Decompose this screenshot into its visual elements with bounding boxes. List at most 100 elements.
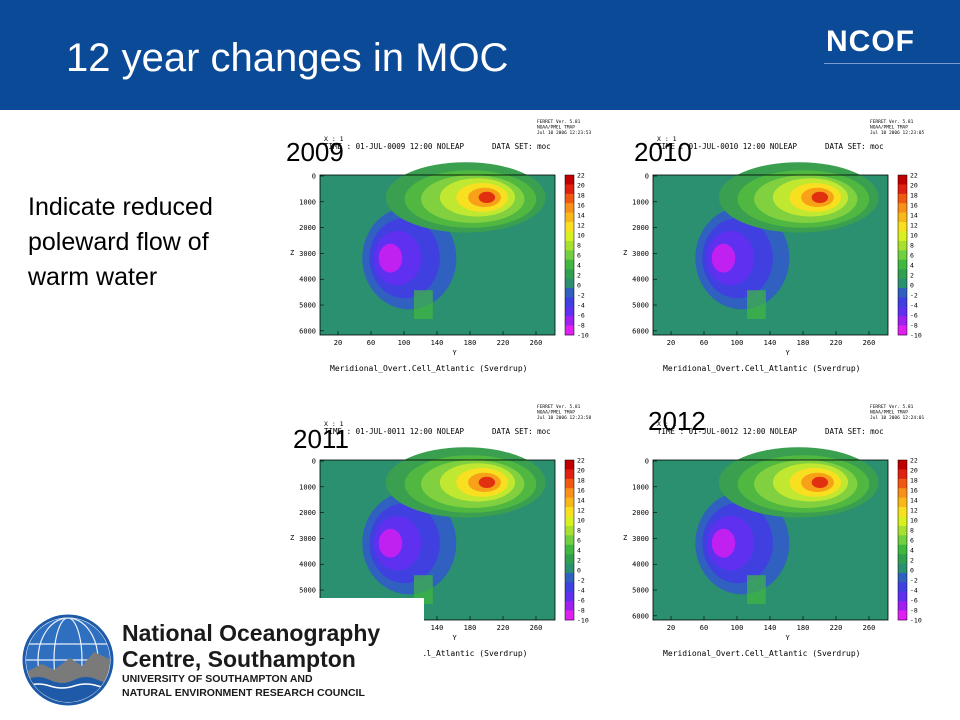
contour-band [811, 476, 829, 488]
plot-variable-label: Meridional_Overt.Cell_Atlantic (Sverdrup… [330, 364, 527, 373]
x-axis-label: Y [786, 349, 791, 357]
y-tick-label: 5000 [632, 302, 649, 310]
slide-title: 12 year changes in MOC [66, 36, 509, 80]
colorbar-label: -8 [577, 607, 585, 615]
contour-group [695, 447, 879, 604]
x-tick-label: 140 [431, 624, 444, 632]
colorbar-label: 4 [577, 547, 581, 555]
org-name-line: Centre, Southampton [122, 646, 356, 672]
y-tick-label: 5000 [632, 587, 649, 595]
plot-dataset-label: DATA SET: moc [492, 427, 551, 436]
plot-xaxis-label: X : 1 [657, 420, 677, 428]
colorbar-swatch [565, 269, 574, 279]
colorbar-swatch [898, 507, 907, 517]
colorbar-label: 14 [577, 497, 585, 505]
plot-ferret-stamp: Jul 10 2006 12:23:53 [537, 130, 591, 136]
colorbar-label: 12 [577, 507, 585, 515]
contour-band [414, 290, 433, 319]
colorbar-label: 18 [910, 477, 918, 485]
contour-group [362, 162, 546, 319]
colorbar-swatch [565, 469, 574, 480]
colorbar-label: 22 [910, 457, 918, 465]
plot-ferret-stamp: Jul 10 2006 12:23:05 [870, 130, 924, 136]
contour-band [478, 476, 496, 488]
colorbar-label: -6 [577, 597, 585, 605]
x-tick-label: 180 [464, 339, 477, 347]
contour-band [414, 575, 433, 604]
colorbar-swatch [898, 240, 907, 251]
year-label-2011: 2011 [293, 424, 349, 454]
plot-ferret-stamp: NOAA/PMEL TMAP [870, 125, 908, 131]
org-subtitle-line: NATURAL ENVIRONMENT RESEARCH COUNCIL [122, 687, 365, 699]
colorbar-swatch [565, 175, 574, 185]
colorbar-label: 6 [910, 537, 914, 545]
plot-variable-label: Meridional_Overt.Cell_Atlantic (Sverdrup… [663, 364, 860, 373]
colorbar-frame [564, 174, 575, 336]
colorbar-label: 10 [577, 232, 585, 240]
year-label-2012: 2012 [648, 406, 706, 436]
colorbar-swatch [898, 193, 907, 204]
colorbar-swatch [898, 287, 907, 298]
y-tick-label: 4000 [299, 561, 316, 569]
colorbar-label: 12 [577, 222, 585, 230]
plot-ferret-stamp: NOAA/PMEL TMAP [870, 410, 908, 416]
plot-ferret-stamp: NOAA/PMEL TMAP [537, 410, 575, 416]
y-tick-label: 1000 [299, 483, 316, 491]
colorbar-label: -10 [577, 332, 589, 340]
colorbar-label: 10 [910, 517, 918, 525]
x-tick-label: 260 [530, 624, 543, 632]
y-tick-label: 2000 [632, 509, 649, 517]
colorbar-swatch [565, 601, 574, 611]
colorbar-label: 20 [577, 467, 585, 475]
colorbar-label: 10 [910, 232, 918, 240]
plot-dataset-label: DATA SET: moc [825, 427, 884, 436]
plot-frame [652, 174, 889, 336]
colorbar-swatch [565, 497, 574, 508]
caption-line: Indicate reduced [28, 193, 213, 221]
colorbar-label: 16 [910, 487, 918, 495]
colorbar-label: 4 [577, 262, 581, 270]
colorbar-label: -10 [910, 617, 922, 625]
colorbar-swatch [898, 306, 907, 317]
x-tick-label: 180 [797, 339, 810, 347]
colorbar-label: 14 [910, 212, 918, 220]
plot-variable-label: Meridional_Overt.Cell_Atlantic (Sverdrup… [330, 649, 527, 658]
year-label-2010: 2010 [634, 137, 692, 167]
colorbar-swatch [565, 250, 574, 261]
colorbar-swatch [898, 184, 907, 195]
x-axis-label: Y [786, 634, 791, 642]
colorbar-label: 20 [910, 182, 918, 190]
colorbar-swatch [898, 563, 907, 574]
colorbar-swatch [898, 212, 907, 223]
colorbar-label: 8 [577, 527, 581, 535]
plot-variable-label: Meridional_Overt.Cell_Atlantic (Sverdrup… [663, 649, 860, 658]
colorbar-label: -2 [577, 292, 585, 300]
colorbar-swatch [898, 316, 907, 326]
x-tick-label: 260 [530, 339, 543, 347]
x-tick-label: 220 [497, 339, 510, 347]
colorbar-label: -8 [577, 322, 585, 330]
colorbar-swatch [898, 325, 907, 336]
colorbar-label: 18 [910, 192, 918, 200]
y-tick-label: 5000 [299, 587, 316, 595]
colorbar-swatch [565, 563, 574, 574]
header-bar: 12 year changes in MOC NCOF [0, 0, 960, 110]
caption-line: warm water [28, 263, 158, 291]
colorbar-swatch [898, 297, 907, 308]
contour-band [711, 528, 736, 558]
colorbar-swatch [898, 250, 907, 261]
colorbar-swatch [898, 259, 907, 270]
colorbar-frame [897, 459, 908, 621]
colorbar-label: 2 [577, 272, 581, 280]
colorbar-label: 2 [910, 272, 914, 280]
y-tick-label: 2000 [299, 509, 316, 517]
colorbar-label: 12 [910, 507, 918, 515]
colorbar-swatch [565, 287, 574, 298]
colorbar-label: 6 [577, 537, 581, 545]
colorbar-label: -6 [577, 312, 585, 320]
colorbar-swatch [898, 591, 907, 602]
colorbar-swatch [565, 240, 574, 251]
colorbar-swatch [565, 460, 574, 470]
contour-band [378, 528, 403, 558]
